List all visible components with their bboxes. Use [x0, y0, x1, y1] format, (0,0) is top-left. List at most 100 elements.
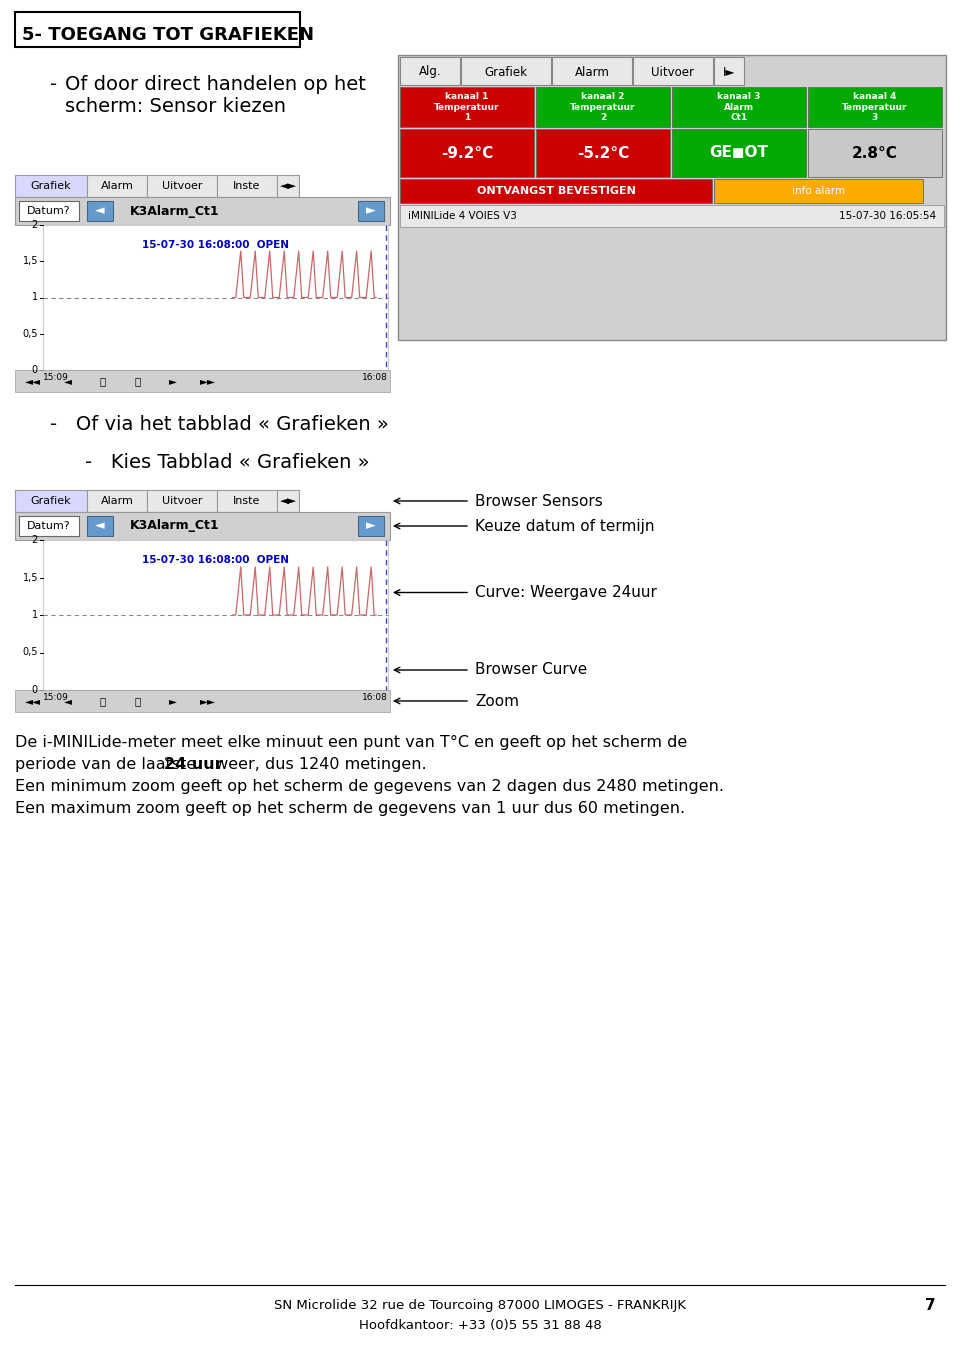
Bar [15, 512, 390, 539]
Text: Keuze datum of termijn: Keuze datum of termijn [475, 519, 655, 534]
Text: I►: I► [723, 66, 735, 78]
Text: kanaal 2
Temperatuur
2: kanaal 2 Temperatuur 2 [570, 91, 636, 122]
Text: Of door direct handelen op het: Of door direct handelen op het [65, 75, 366, 94]
Bar [400, 179, 712, 203]
Text: Een minimum zoom geeft op het scherm de gegevens van 2 dagen dus 2480 metingen.: Een minimum zoom geeft op het scherm de … [15, 779, 724, 794]
Text: K3Alarm_Ct1: K3Alarm_Ct1 [131, 519, 220, 533]
Bar [672, 129, 806, 178]
Text: kanaal 3
Alarm
Ct1: kanaal 3 Alarm Ct1 [717, 91, 760, 122]
Bar [536, 87, 670, 126]
Bar [15, 175, 87, 196]
Text: iMINILide 4 VOIES V3: iMINILide 4 VOIES V3 [408, 211, 516, 221]
Text: ◄►: ◄► [279, 182, 297, 191]
Text: 1: 1 [32, 611, 38, 620]
Text: 1: 1 [32, 292, 38, 303]
Text: 15-07-30 16:08:00  OPEN: 15-07-30 16:08:00 OPEN [141, 555, 289, 565]
Bar [15, 12, 300, 47]
Text: scherm: Sensor kiezen: scherm: Sensor kiezen [65, 97, 286, 116]
Text: weer, dus 1240 metingen.: weer, dus 1240 metingen. [209, 757, 426, 772]
Bar [398, 55, 946, 340]
Bar [672, 87, 806, 126]
Text: ►►: ►► [200, 377, 216, 386]
Text: ◄►: ◄► [279, 496, 297, 506]
Text: -   Of via het tabblad « Grafieken »: - Of via het tabblad « Grafieken » [50, 416, 389, 434]
Text: 🔍: 🔍 [134, 695, 141, 706]
Text: 16:08: 16:08 [362, 373, 388, 382]
Text: ◄: ◄ [95, 519, 105, 533]
Text: 15-07-30 16:05:54: 15-07-30 16:05:54 [839, 211, 936, 221]
Text: 2: 2 [32, 535, 38, 545]
Text: 0: 0 [32, 685, 38, 695]
Bar [217, 490, 277, 512]
Bar [808, 129, 942, 178]
Text: -5.2°C: -5.2°C [577, 145, 629, 160]
Text: Datum?: Datum? [27, 206, 71, 217]
Text: 1,5: 1,5 [22, 573, 38, 582]
Text: ►: ► [169, 695, 177, 706]
Text: -: - [50, 75, 63, 94]
Text: Alarm: Alarm [575, 66, 610, 78]
Text: 2: 2 [32, 221, 38, 230]
Text: 🔍: 🔍 [100, 695, 107, 706]
Bar [400, 87, 534, 126]
Text: 15:09: 15:09 [43, 373, 69, 382]
Bar [147, 175, 217, 196]
Text: Browser Curve: Browser Curve [475, 663, 588, 678]
Bar [19, 200, 79, 221]
Bar [277, 490, 299, 512]
Bar [277, 175, 299, 196]
Bar [87, 200, 113, 221]
Text: Grafiek: Grafiek [31, 182, 71, 191]
Text: 7: 7 [924, 1298, 935, 1313]
Text: ◄: ◄ [64, 377, 72, 386]
Text: 2.8°C: 2.8°C [852, 145, 898, 160]
Bar [15, 196, 390, 225]
Bar [43, 539, 388, 690]
Text: ►: ► [366, 519, 375, 533]
Text: 0,5: 0,5 [22, 328, 38, 339]
Text: 15:09: 15:09 [43, 693, 69, 702]
Text: Hoofdkantoor: +33 (0)5 55 31 88 48: Hoofdkantoor: +33 (0)5 55 31 88 48 [359, 1318, 601, 1332]
Bar [87, 490, 147, 512]
Text: ONTVANGST BEVESTIGEN: ONTVANGST BEVESTIGEN [477, 186, 636, 196]
Text: 24 uur: 24 uur [164, 757, 223, 772]
Bar [400, 56, 460, 85]
Text: ◄◄: ◄◄ [25, 377, 41, 386]
Bar [15, 490, 87, 512]
Bar [358, 516, 384, 537]
Text: 5- TOEGANG TOT GRAFIEKEN: 5- TOEGANG TOT GRAFIEKEN [22, 26, 314, 44]
Text: 🔍: 🔍 [134, 377, 141, 386]
Text: Datum?: Datum? [27, 521, 71, 531]
Text: ◄◄: ◄◄ [25, 695, 41, 706]
Text: 15-07-30 16:08:00  OPEN: 15-07-30 16:08:00 OPEN [141, 239, 289, 250]
Text: info alarm: info alarm [792, 186, 845, 196]
Text: Inste: Inste [233, 182, 261, 191]
Text: kanaal 1
Temperatuur
1: kanaal 1 Temperatuur 1 [434, 91, 500, 122]
Text: Grafiek: Grafiek [485, 66, 527, 78]
Bar [358, 200, 384, 221]
Text: -   Kies Tabblad « Grafieken »: - Kies Tabblad « Grafieken » [85, 453, 370, 472]
Bar [217, 175, 277, 196]
Text: -9.2°C: -9.2°C [441, 145, 493, 160]
Bar [15, 370, 390, 391]
Text: periode van de laatste: periode van de laatste [15, 757, 202, 772]
Text: De i-MINILide-meter meet elke minuut een punt van T°C en geeft op het scherm de: De i-MINILide-meter meet elke minuut een… [15, 734, 687, 751]
Bar [400, 129, 534, 178]
Bar [633, 56, 713, 85]
Text: kanaal 4
Temperatuur
3: kanaal 4 Temperatuur 3 [842, 91, 908, 122]
Text: 0,5: 0,5 [22, 647, 38, 658]
Text: Inste: Inste [233, 496, 261, 506]
Text: Uitvoer: Uitvoer [161, 182, 203, 191]
Text: GE◼OT: GE◼OT [709, 145, 769, 160]
Text: Alarm: Alarm [101, 496, 133, 506]
Bar [808, 87, 942, 126]
Text: K3Alarm_Ct1: K3Alarm_Ct1 [131, 204, 220, 218]
Bar [147, 490, 217, 512]
Text: 16:08: 16:08 [362, 693, 388, 702]
Text: ◄: ◄ [64, 695, 72, 706]
Bar [43, 225, 388, 370]
Bar [87, 175, 147, 196]
Bar [536, 129, 670, 178]
Bar [714, 179, 923, 203]
Text: Uitvoer: Uitvoer [161, 496, 203, 506]
